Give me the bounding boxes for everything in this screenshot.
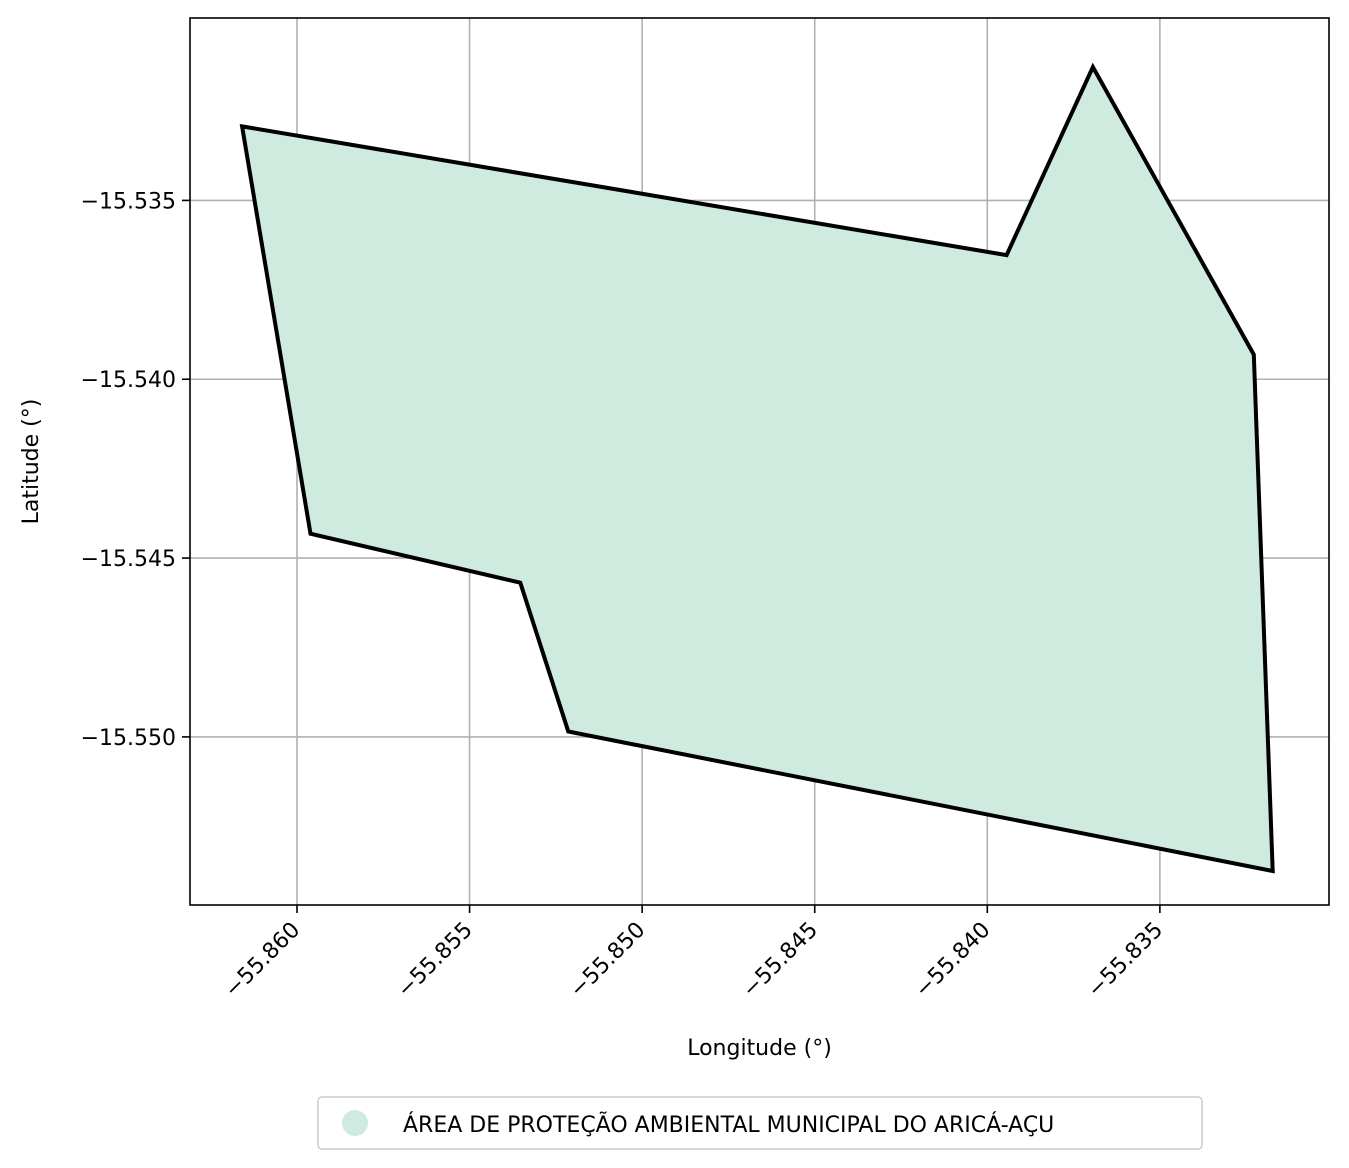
- y-tick-label-1: −15.540: [81, 368, 176, 393]
- y-tick-label-2: −15.545: [81, 547, 176, 572]
- y-tick-label-3: −15.550: [81, 726, 176, 751]
- y-tick-label-0: −15.535: [81, 189, 176, 214]
- legend: ÁREA DE PROTEÇÃO AMBIENTAL MUNICIPAL DO …: [317, 1096, 1203, 1150]
- y-axis-label: Latitude (°): [19, 399, 44, 525]
- legend-marker: [342, 1110, 368, 1136]
- plot-frame: [189, 17, 1330, 906]
- y-axis-ticks: −15.535 −15.540 −15.545 −15.550: [81, 189, 190, 751]
- legend-box: [317, 1096, 1203, 1150]
- x-axis-label: Longitude (°): [687, 1036, 832, 1061]
- protected-area-polygon: [239, 62, 1275, 874]
- polygon-layer: [239, 62, 1275, 874]
- legend-label: ÁREA DE PROTEÇÃO AMBIENTAL MUNICIPAL DO …: [403, 1111, 1054, 1138]
